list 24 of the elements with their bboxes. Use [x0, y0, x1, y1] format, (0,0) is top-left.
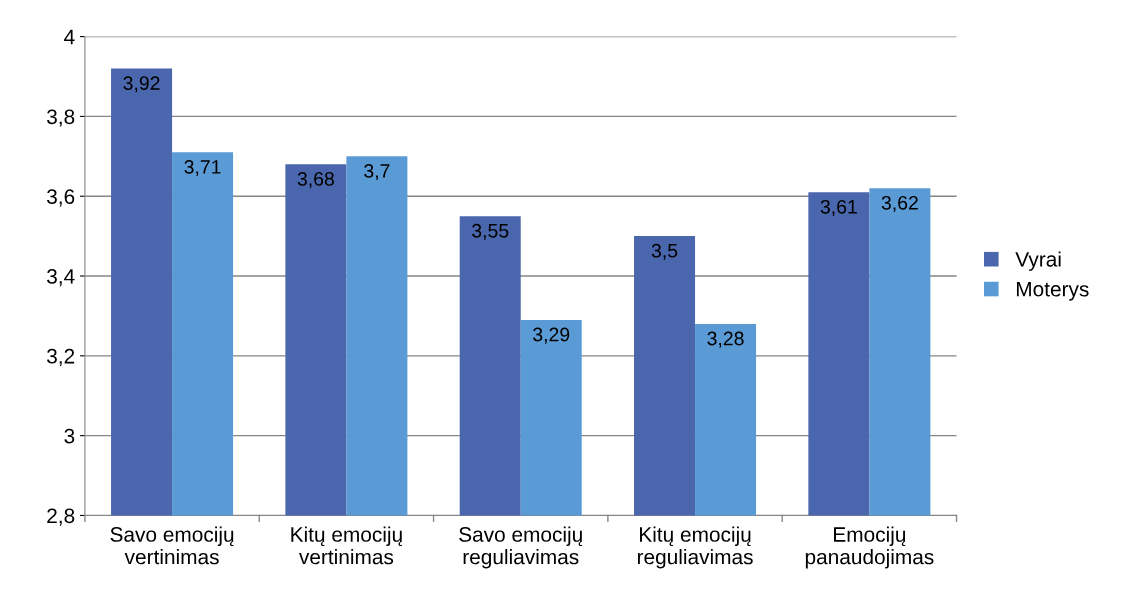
y-tick-label: 3,4	[47, 269, 75, 287]
data-label: 3,92	[123, 76, 160, 93]
data-label: 3,29	[533, 327, 570, 344]
data-label: 3,71	[184, 160, 221, 177]
y-tick-label: 3,6	[47, 189, 75, 207]
data-label: 3,62	[881, 195, 918, 212]
data-label: 3,28	[707, 331, 744, 348]
y-tick-label: 4	[64, 29, 75, 45]
data-label: 3,7	[364, 164, 390, 181]
y-tick-label: 3	[64, 428, 75, 444]
x-tick-label: Kitų emocijų reguliavimas	[637, 526, 753, 569]
y-tick-label: 3,8	[47, 109, 75, 127]
legend-label: Moterys	[1016, 282, 1089, 301]
data-label: 3,61	[820, 199, 857, 216]
data-label: 3,5	[651, 243, 678, 260]
data-label: 3,55	[472, 223, 509, 240]
x-tick-label: Kitų emocijų vertinimas	[291, 526, 403, 565]
x-tick-label: Emocijų panaudojimas	[805, 526, 934, 569]
x-tick-label: Savo emocijų reguliavimas	[459, 526, 583, 569]
y-tick-label: 3,2	[47, 348, 75, 367]
x-tick-label: Savo emocijų vertinimas	[110, 526, 234, 565]
y-tick-label: 2,8	[47, 508, 75, 526]
legend-label: Vyrai	[1015, 251, 1061, 271]
data-label: 3,68	[297, 171, 334, 189]
